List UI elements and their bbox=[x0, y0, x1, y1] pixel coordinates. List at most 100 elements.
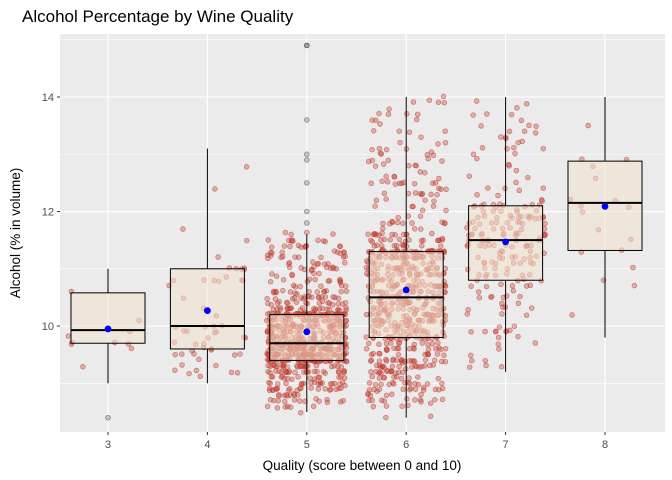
data-point bbox=[540, 185, 547, 191]
data-point bbox=[523, 312, 530, 318]
data-point bbox=[376, 341, 382, 348]
data-point bbox=[424, 152, 431, 158]
data-point bbox=[442, 345, 449, 352]
data-point bbox=[367, 358, 374, 364]
data-point bbox=[307, 375, 313, 381]
data-point bbox=[319, 305, 325, 311]
data-point bbox=[274, 381, 281, 387]
data-point bbox=[340, 254, 347, 260]
data-point bbox=[343, 307, 349, 313]
data-point bbox=[426, 97, 433, 103]
data-point bbox=[366, 380, 373, 386]
data-point bbox=[179, 351, 185, 357]
x-tick-label: 3 bbox=[105, 439, 111, 451]
data-point bbox=[515, 139, 521, 146]
y-tick-label: 14 bbox=[42, 92, 54, 104]
data-point bbox=[585, 122, 591, 129]
data-point bbox=[422, 357, 429, 363]
data-point bbox=[511, 323, 518, 329]
iqr-box bbox=[70, 292, 146, 344]
data-point bbox=[435, 99, 442, 105]
data-point bbox=[228, 369, 235, 376]
data-point bbox=[283, 369, 290, 375]
data-point bbox=[338, 282, 345, 289]
data-point bbox=[407, 386, 413, 393]
data-point bbox=[392, 181, 399, 187]
data-point bbox=[308, 380, 314, 386]
data-point bbox=[282, 398, 288, 405]
data-point bbox=[434, 351, 441, 357]
data-point bbox=[380, 220, 386, 227]
data-point bbox=[282, 229, 289, 236]
data-point bbox=[306, 276, 313, 282]
data-point bbox=[466, 364, 473, 370]
data-point bbox=[313, 396, 319, 402]
data-point bbox=[322, 370, 328, 376]
data-point bbox=[280, 253, 286, 260]
data-point bbox=[384, 179, 391, 185]
data-point bbox=[337, 243, 343, 250]
data-point bbox=[465, 306, 471, 313]
data-point bbox=[328, 386, 334, 393]
data-point bbox=[420, 384, 427, 391]
data-point bbox=[365, 231, 371, 237]
data-point bbox=[330, 294, 336, 300]
data-point bbox=[364, 270, 370, 277]
data-point bbox=[468, 283, 474, 289]
data-point bbox=[335, 300, 341, 307]
data-point bbox=[429, 230, 435, 237]
data-point bbox=[430, 203, 437, 209]
data-point bbox=[273, 273, 280, 279]
data-point bbox=[297, 283, 303, 290]
data-point bbox=[414, 363, 420, 370]
data-point bbox=[430, 362, 437, 368]
data-point bbox=[521, 128, 528, 134]
data-point bbox=[343, 317, 350, 324]
data-point bbox=[268, 302, 275, 308]
data-point bbox=[406, 345, 413, 352]
data-point bbox=[318, 283, 324, 289]
data-point bbox=[291, 392, 298, 398]
data-point bbox=[276, 298, 282, 305]
data-point bbox=[424, 350, 431, 357]
data-point bbox=[519, 138, 525, 145]
data-point bbox=[404, 111, 410, 117]
outlier-point bbox=[304, 220, 310, 226]
data-point bbox=[265, 362, 271, 369]
data-point bbox=[264, 317, 270, 324]
data-point bbox=[128, 345, 135, 352]
data-point bbox=[372, 163, 379, 169]
data-point bbox=[631, 282, 638, 289]
data-point bbox=[315, 386, 322, 392]
data-point bbox=[515, 300, 522, 307]
data-point bbox=[569, 312, 575, 318]
data-point bbox=[419, 340, 426, 346]
data-point bbox=[339, 379, 346, 385]
data-point bbox=[466, 173, 473, 179]
data-point bbox=[335, 295, 342, 302]
data-point bbox=[411, 180, 418, 187]
data-point bbox=[389, 380, 396, 386]
data-point bbox=[380, 161, 387, 167]
data-point bbox=[331, 248, 338, 254]
data-point bbox=[311, 368, 318, 375]
data-point bbox=[474, 155, 480, 162]
data-point bbox=[532, 340, 539, 346]
data-point bbox=[265, 237, 272, 243]
data-point bbox=[483, 362, 489, 369]
data-point bbox=[383, 146, 390, 153]
data-point bbox=[292, 284, 299, 290]
data-point bbox=[379, 178, 385, 184]
data-point bbox=[282, 404, 289, 410]
data-point bbox=[390, 356, 397, 362]
data-point bbox=[365, 158, 372, 165]
data-point bbox=[280, 364, 287, 371]
data-point bbox=[213, 362, 219, 369]
data-point bbox=[331, 380, 338, 387]
data-point bbox=[434, 237, 441, 244]
data-point bbox=[439, 158, 445, 164]
data-point bbox=[231, 352, 238, 358]
data-point bbox=[475, 289, 482, 295]
data-point bbox=[476, 294, 483, 301]
data-point bbox=[316, 270, 322, 277]
